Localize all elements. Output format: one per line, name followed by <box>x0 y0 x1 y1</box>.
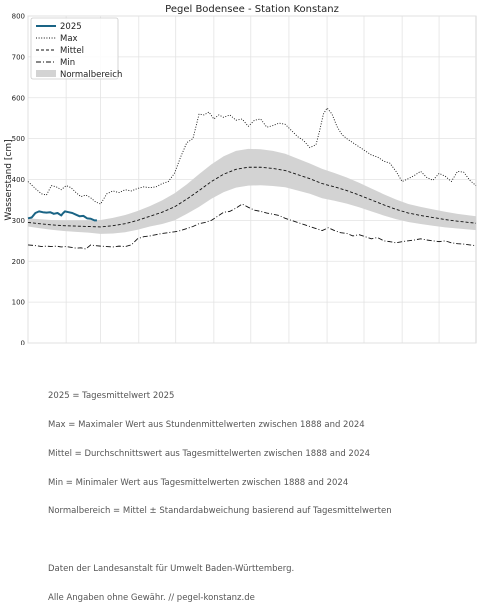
note-line: Min = Minimaler Wert aus Tagesmittelwert… <box>48 477 349 488</box>
legend-label: 2025 <box>60 22 82 32</box>
chart-title: Pegel Bodensee - Station Konstanz <box>165 4 339 15</box>
series-normalbereich-band <box>28 148 476 234</box>
series-mittel-line <box>27 166 477 228</box>
legend-label: Max <box>60 34 78 44</box>
legend-label: Normalbereich <box>60 70 122 80</box>
series-min-line <box>27 203 477 250</box>
y-tick-label: 800 <box>12 13 25 21</box>
legend-box <box>30 17 119 80</box>
y-tick-label: 600 <box>12 94 25 102</box>
y-tick-label: 0 <box>21 340 25 346</box>
legend: 2025 Max Mittel Min Normalbereich <box>30 17 122 80</box>
note-line: Daten der Landesanstalt für Umwelt Baden… <box>48 563 295 574</box>
legend-swatch-band <box>36 70 56 77</box>
y-tick-label: 500 <box>12 135 25 143</box>
axis-ticks: 0100200300400500600700800JanFebMärAprMai… <box>12 13 25 346</box>
series-max-line <box>27 107 477 205</box>
note-line: Max = Maximaler Wert aus Stundenmittelwe… <box>48 419 365 430</box>
legend-label: Mittel <box>60 46 84 56</box>
note-line: Mittel = Durchschnittswert aus Tagesmitt… <box>48 448 371 459</box>
note-line: 2025 = Tagesmittelwert 2025 <box>48 391 175 402</box>
note-line: Normalbereich = Mittel ± Standardabweich… <box>48 506 392 517</box>
normal-range-band <box>28 148 476 234</box>
legend-label: Min <box>60 58 75 68</box>
grid <box>27 15 476 344</box>
water-level-chart: Pegel Bodensee - Station Konstanz Wasser… <box>4 4 477 346</box>
y-axis-label: Wasserstand [cm] <box>4 139 14 220</box>
note-line: Alle Angaben ohne Gewähr. // pegel-konst… <box>48 592 255 603</box>
note-line <box>48 536 392 546</box>
y-tick-label: 400 <box>12 176 25 184</box>
series-lines <box>27 107 477 250</box>
y-tick-label: 300 <box>12 217 25 225</box>
series-2025-line <box>27 210 97 222</box>
y-tick-label: 100 <box>12 299 25 307</box>
y-tick-label: 700 <box>12 53 25 61</box>
y-tick-label: 200 <box>12 258 25 266</box>
footnotes: 2025 = Tagesmittelwert 2025 Max = Maxima… <box>48 373 392 613</box>
